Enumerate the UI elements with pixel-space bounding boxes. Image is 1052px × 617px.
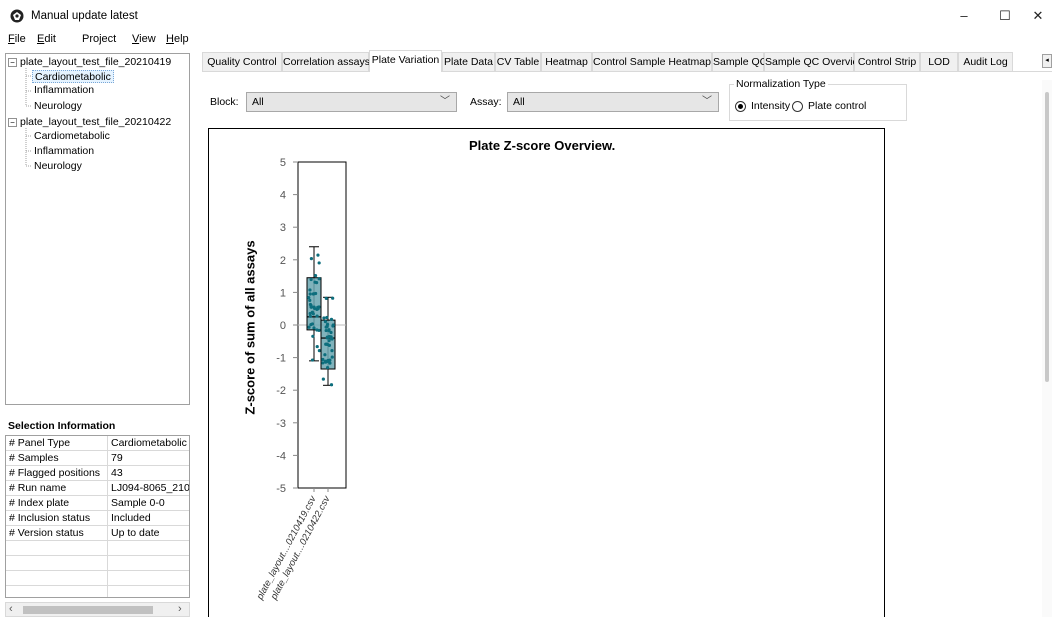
table-row: # Version status Up to date (6, 526, 189, 541)
close-button[interactable]: ✕ (1032, 8, 1044, 23)
chevron-down-icon: ﹀ (702, 96, 712, 107)
horizontal-scrollbar[interactable]: ‹ › (5, 602, 190, 617)
tab-control-strip[interactable]: Control Strip (854, 52, 920, 71)
tab-correlation-assays[interactable]: Correlation assays (282, 52, 370, 71)
scroll-right-icon[interactable]: › (178, 603, 182, 615)
tab-plate-variation[interactable]: Plate Variation (369, 50, 442, 72)
tree-file-2[interactable]: plate_layout_test_file_20210422 (20, 116, 172, 128)
collapse-toggle[interactable]: − (8, 118, 17, 127)
table-row-empty (6, 556, 189, 571)
tab-sample-qc[interactable]: Sample QC (712, 52, 767, 71)
selection-info-title: Selection Information (8, 420, 116, 432)
tab-sample-qc-overview[interactable]: Sample QC Overview (764, 52, 866, 71)
block-select[interactable]: All ﹀ (246, 92, 457, 112)
table-row: # Flagged positions 43 (6, 466, 189, 481)
tab-cv-table[interactable]: CV Table (495, 52, 541, 71)
radio-intensity-label[interactable]: Intensity (751, 100, 791, 112)
assay-select[interactable]: All ﹀ (507, 92, 719, 112)
tree-item-neurology[interactable]: Neurology (34, 100, 82, 112)
title-bar: Manual update latest – ☐ ✕ (0, 0, 1052, 32)
radio-plate-control[interactable] (792, 101, 803, 112)
menu-help[interactable]: Help (166, 33, 189, 45)
tree-lines (25, 68, 32, 167)
y-axis-label: Z-score of sum of all assays (242, 240, 258, 415)
chevron-down-icon: ﹀ (440, 96, 450, 107)
tree-item-cardiometabolic[interactable]: Cardiometabolic (34, 130, 110, 142)
table-row: # Panel Type Cardiometabolic (6, 436, 189, 451)
maximize-button[interactable]: ☐ (999, 8, 1011, 23)
scrollbar-thumb[interactable] (1045, 92, 1049, 382)
scrollbar-thumb[interactable] (23, 606, 153, 614)
tree-item-inflammation[interactable]: Inflammation (34, 145, 95, 157)
table-row: # Inclusion status Included (6, 511, 189, 526)
tab-bar: Quality Control Correlation assays Plate V… (202, 50, 1052, 72)
tab-plate-data[interactable]: Plate Data (442, 52, 495, 71)
radio-plate-control-label[interactable]: Plate control (808, 100, 867, 112)
tab-control-sample-heatmap[interactable]: Control Sample Heatmap (592, 52, 712, 71)
tab-heatmap[interactable]: Heatmap (541, 52, 592, 71)
menu-project[interactable]: Project (82, 33, 117, 45)
menu-view[interactable]: View (132, 33, 156, 45)
window-title: Manual update latest (31, 10, 138, 22)
app-logo-icon (10, 9, 24, 23)
block-label: Block: (210, 96, 239, 108)
menu-file[interactable]: File (8, 33, 26, 45)
table-row: # Index plate Sample 0-0 (6, 496, 189, 511)
tab-audit-log[interactable]: Audit Log (958, 52, 1013, 71)
tab-scroll-left-icon[interactable]: ◂ (1042, 54, 1052, 68)
tree-item-neurology[interactable]: Neurology (34, 160, 82, 172)
tree-item-inflammation[interactable]: Inflammation (34, 84, 95, 96)
normalization-title: Normalization Type (734, 78, 828, 90)
table-row: # Run nameLJ094-8065_2103... (6, 481, 189, 496)
table-row-empty (6, 571, 189, 586)
chart-title: Plate Z-score Overview. (469, 138, 616, 153)
scroll-left-icon[interactable]: ‹ (9, 603, 13, 615)
menu-bar: File Edit Project View Help (0, 32, 1052, 50)
menu-edit[interactable]: Edit (37, 33, 56, 45)
vertical-scrollbar[interactable] (1042, 80, 1052, 617)
tab-lod[interactable]: LOD (920, 52, 958, 71)
chart-frame (208, 128, 885, 617)
project-tree[interactable]: − plate_layout_test_file_20210419 Cardio… (5, 53, 190, 405)
selection-info-table: # Panel Type Cardiometabolic # Samples 79 … (5, 435, 190, 598)
tree-item-cardiometabolic[interactable]: Cardiometabolic (32, 70, 114, 83)
assay-label: Assay: (470, 96, 502, 108)
radio-intensity[interactable] (735, 101, 746, 112)
table-row: # Samples 79 (6, 451, 189, 466)
minimize-button[interactable]: – (960, 8, 968, 23)
collapse-toggle[interactable]: − (8, 58, 17, 67)
table-row-empty (6, 586, 189, 597)
tab-quality-control[interactable]: Quality Control (202, 52, 282, 71)
tree-file-1[interactable]: plate_layout_test_file_20210419 (20, 56, 172, 68)
table-row-empty (6, 541, 189, 556)
